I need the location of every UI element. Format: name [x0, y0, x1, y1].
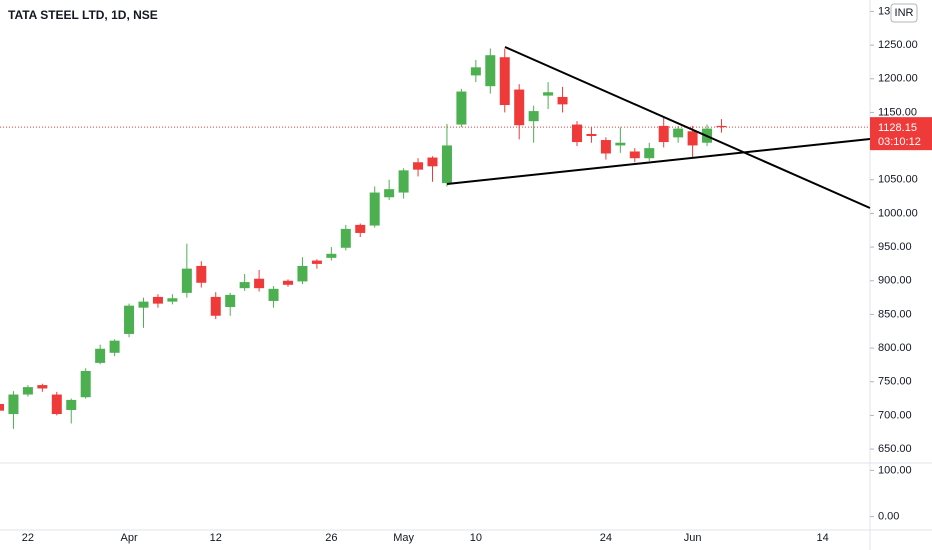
candle-body: [167, 298, 178, 302]
candle-body: [687, 131, 698, 146]
candle-body: [51, 394, 62, 415]
candle-body: [427, 157, 438, 167]
candle-body: [37, 385, 48, 389]
candle-body: [181, 268, 192, 293]
currency-label[interactable]: INR: [895, 7, 914, 19]
y-tick-label: 900.00: [878, 275, 912, 287]
candle-body: [384, 189, 395, 198]
candle-body: [196, 265, 207, 283]
y-tick-label: 1250.00: [878, 39, 918, 51]
y-tick-label: 850.00: [878, 308, 912, 320]
candle-body: [210, 296, 221, 316]
candle-body: [369, 192, 380, 226]
currency-badge[interactable]: [890, 3, 918, 23]
y-tick-label: 0.00: [878, 511, 899, 523]
candle-body: [297, 265, 308, 282]
candle-body: [644, 148, 655, 159]
y-tick-label: 650.00: [878, 443, 912, 455]
y-tick-label: 700.00: [878, 409, 912, 421]
trendline[interactable]: [446, 138, 871, 185]
x-tick-label: May: [393, 532, 414, 544]
candle-body: [586, 133, 597, 136]
candle-body: [673, 128, 684, 138]
candle-body: [557, 96, 568, 105]
candle-body: [225, 294, 236, 308]
candle-body: [95, 348, 106, 363]
candle-body: [239, 282, 250, 289]
candle-body: [22, 387, 33, 395]
candle-body: [124, 305, 135, 334]
y-tick-label: 750.00: [878, 376, 912, 388]
candle-body: [716, 125, 727, 128]
x-tick-label: 12: [210, 532, 222, 544]
trendline[interactable]: [504, 46, 871, 209]
candle-body: [0, 403, 4, 411]
candle-body: [615, 142, 626, 146]
candle-body: [600, 140, 611, 154]
x-tick-label: Apr: [120, 532, 137, 544]
candle-body: [499, 57, 510, 106]
x-tick-label: 22: [22, 532, 34, 544]
candle-body: [138, 301, 149, 308]
price-tag: [870, 117, 932, 151]
candle-body: [66, 399, 77, 411]
candle-body: [543, 92, 554, 96]
candle-body: [456, 91, 467, 125]
x-tick-label: Jun: [684, 532, 702, 544]
candle-body: [80, 370, 91, 398]
candle-body: [8, 394, 19, 415]
candle-body: [109, 340, 120, 353]
y-tick-label: 800.00: [878, 342, 912, 354]
candle-body: [413, 162, 424, 170]
candle-body: [572, 124, 582, 143]
y-tick-label: 1050.00: [878, 174, 918, 186]
candle-body: [528, 111, 539, 122]
x-tick-label: 26: [325, 532, 337, 544]
y-tick-label: 950.00: [878, 241, 912, 253]
price-tag-label: 1128.15: [878, 122, 917, 134]
y-tick-label: 1000.00: [878, 207, 918, 219]
candle-body: [470, 67, 481, 76]
x-tick-label: 24: [600, 532, 612, 544]
candle-body: [441, 145, 452, 184]
symbol-title: TATA STEEL LTD, 1D, NSE: [8, 8, 158, 22]
countdown-label: 03:10:12: [878, 136, 921, 148]
candle-body: [485, 55, 496, 87]
candle-body: [268, 288, 279, 301]
candle-body: [355, 224, 366, 233]
candle-body: [326, 253, 337, 258]
candle-body: [152, 296, 163, 304]
candle-body: [311, 260, 322, 264]
candle-body: [514, 89, 525, 126]
candle-body: [340, 228, 351, 248]
y-tick-label: 1200.00: [878, 73, 918, 85]
candle-body: [283, 280, 293, 285]
candle-body: [658, 125, 669, 143]
y-tick-label: 1150.00: [878, 106, 917, 118]
candle-body: [629, 151, 640, 159]
x-tick-label: 10: [470, 532, 482, 544]
candle-body: [398, 170, 409, 193]
y-tick-label: 100.00: [878, 464, 912, 476]
candle-body: [254, 278, 265, 289]
x-tick-label: 14: [817, 532, 829, 544]
